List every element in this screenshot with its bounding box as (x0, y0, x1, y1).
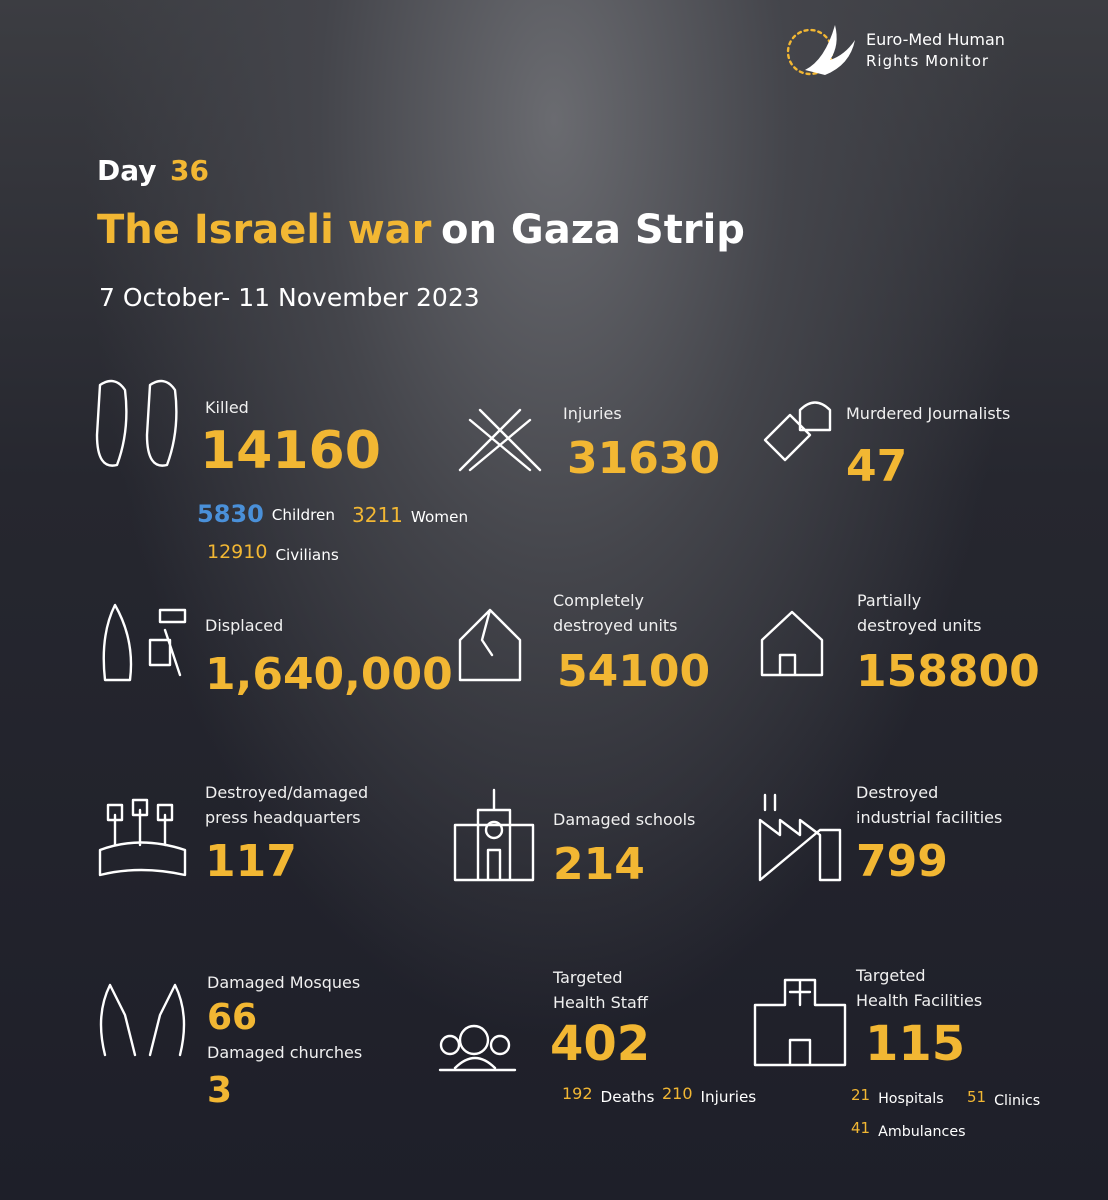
stat-value: 799 (856, 836, 948, 887)
stat-label: Displaced (205, 616, 284, 635)
stat-value: 54100 (557, 646, 711, 697)
detail-value: 12910 (207, 541, 268, 563)
detail-value: 21 (851, 1086, 871, 1104)
stat-label: Completely (553, 591, 645, 610)
stat-label: Injuries (563, 404, 622, 423)
detail-label: Children (271, 506, 335, 524)
day-number: 36 (170, 154, 209, 187)
stat-value: 66 (207, 997, 258, 1038)
stat-label: Damaged churches (207, 1043, 363, 1062)
stat-value: 214 (553, 839, 645, 890)
stat-label: Damaged schools (553, 810, 696, 829)
stat-value: 31630 (567, 433, 721, 484)
stat-label: Partially (857, 591, 922, 610)
stat-label: Health Staff (553, 993, 648, 1012)
detail-label: Injuries (700, 1088, 757, 1106)
detail-label: Civilians (275, 545, 339, 564)
stat-label: destroyed units (553, 616, 678, 635)
stat-value: 1,640,000 (205, 649, 453, 700)
detail-label: Hospitals (878, 1090, 944, 1107)
stat-label: industrial facilities (856, 808, 1003, 827)
stat-label: Targeted (553, 968, 623, 987)
org-name: Euro-Med Human (866, 30, 1005, 49)
detail-label: Ambulances (878, 1123, 966, 1140)
detail-label: Deaths (600, 1088, 655, 1106)
detail-value: 210 (662, 1084, 693, 1103)
stat-label: Targeted (856, 966, 926, 985)
detail-value: 51 (967, 1088, 987, 1106)
stat-value: 402 (550, 1016, 651, 1072)
stat-label: Destroyed (856, 783, 939, 802)
stat-label: Killed (205, 398, 249, 417)
stat-label: Destroyed/damaged (205, 783, 369, 802)
stat-value: 115 (865, 1016, 966, 1072)
detail-value: 5830 (197, 500, 264, 528)
stat-label: press headquarters (205, 808, 361, 827)
stat-value: 117 (205, 836, 297, 887)
detail-value: 41 (851, 1119, 871, 1137)
detail-label: Women (410, 508, 469, 526)
stat-label: destroyed units (857, 616, 982, 635)
stat-label: Damaged Mosques (207, 973, 361, 992)
title: The Israeli war (97, 207, 432, 253)
detail-value: 192 (562, 1084, 593, 1103)
stat-value: 3 (207, 1070, 233, 1111)
stat-value: 158800 (856, 646, 1040, 697)
stat-label: Health Facilities (856, 991, 983, 1010)
org-name: Rights Monitor (866, 52, 990, 70)
title: on Gaza Strip (441, 207, 745, 253)
day-label: Day (97, 154, 157, 187)
stat-label: Murdered Journalists (846, 404, 1011, 423)
stat-value: 47 (846, 441, 908, 492)
detail-label: Clinics (994, 1092, 1041, 1109)
stat-value: 14160 (200, 421, 381, 481)
detail-value: 3211 (352, 503, 403, 527)
date-range: 7 October- 11 November 2023 (99, 283, 480, 312)
